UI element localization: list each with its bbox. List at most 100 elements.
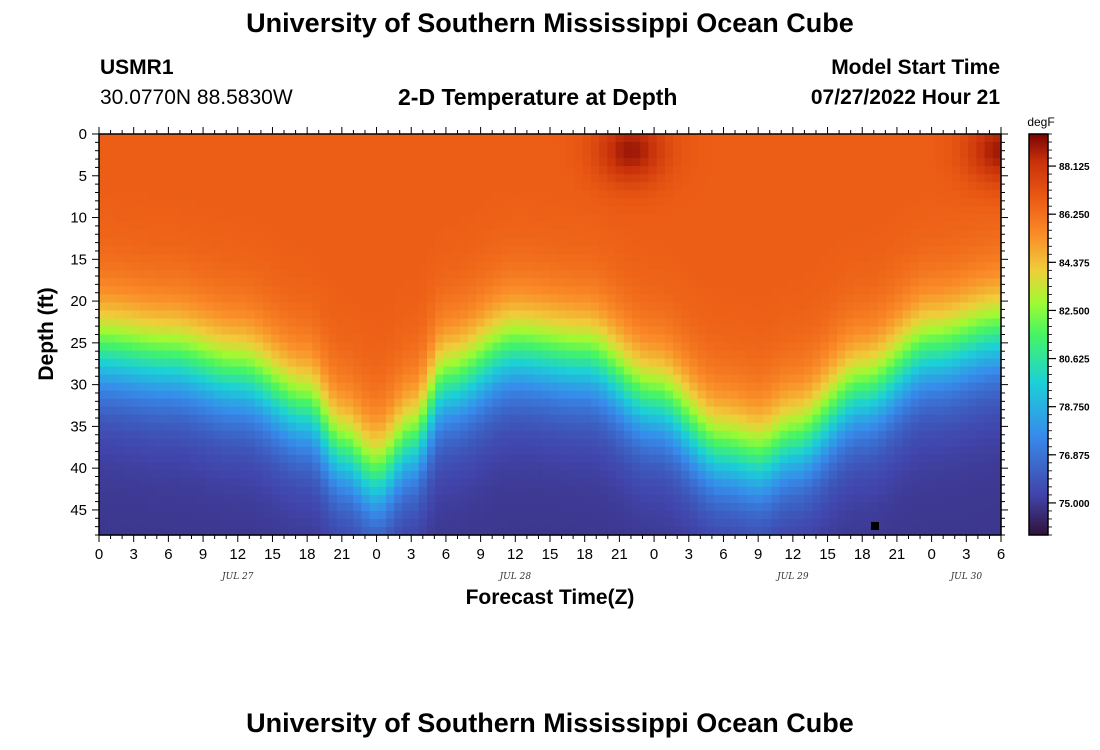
- heatmap-cell: [205, 270, 215, 279]
- heatmap-cell: [131, 302, 141, 312]
- heatmap-cell: [632, 342, 641, 352]
- heatmap-cell: [312, 446, 321, 456]
- heatmap-cell: [435, 478, 444, 488]
- heatmap-cell: [148, 182, 157, 191]
- heatmap-cell: [632, 510, 641, 520]
- heatmap-cell: [500, 398, 510, 408]
- heatmap-cell: [599, 182, 608, 191]
- heatmap-cell: [714, 374, 723, 384]
- heatmap-cell: [148, 414, 157, 424]
- heatmap-cell: [279, 510, 289, 520]
- heatmap-cell: [140, 398, 149, 408]
- heatmap-cell: [131, 486, 141, 496]
- heatmap-cell: [787, 262, 797, 271]
- heatmap-cell: [722, 462, 731, 472]
- heatmap-cell: [566, 206, 576, 215]
- heatmap-cell: [369, 278, 379, 287]
- heatmap-cell: [164, 302, 174, 312]
- heatmap-cell: [558, 134, 567, 143]
- heatmap-cell: [837, 486, 846, 496]
- heatmap-cell: [213, 318, 223, 328]
- heatmap-cell: [164, 182, 174, 191]
- heatmap-cell: [787, 510, 797, 520]
- heatmap-cell: [427, 358, 436, 368]
- heatmap-cell: [336, 318, 346, 328]
- heatmap-cell: [632, 286, 641, 295]
- heatmap-cell: [361, 166, 371, 175]
- heatmap-cell: [812, 294, 822, 304]
- heatmap-cell: [238, 182, 248, 191]
- heatmap-cell: [115, 366, 125, 376]
- heatmap-cell: [763, 398, 772, 408]
- heatmap-cell: [664, 238, 674, 247]
- heatmap-cell: [730, 302, 740, 312]
- heatmap-cell: [755, 270, 764, 279]
- heatmap-cell: [435, 414, 444, 424]
- heatmap-cell: [910, 214, 920, 223]
- heatmap-cell: [304, 526, 313, 536]
- heatmap-cell: [443, 454, 453, 464]
- heatmap-cell: [689, 318, 699, 328]
- heatmap-cell: [435, 390, 444, 400]
- heatmap-cell: [730, 486, 740, 496]
- heatmap-cell: [525, 334, 535, 344]
- heatmap-cell: [484, 334, 494, 344]
- heatmap-cell: [689, 206, 699, 215]
- heatmap-cell: [541, 230, 551, 239]
- heatmap-cell: [804, 350, 813, 360]
- heatmap-cell: [812, 262, 822, 271]
- heatmap-cell: [681, 302, 690, 312]
- heatmap-cell: [468, 358, 477, 368]
- heatmap-cell: [213, 142, 223, 151]
- heatmap-cell: [394, 518, 403, 528]
- heatmap-cell: [107, 446, 116, 456]
- heatmap-cell: [476, 454, 485, 464]
- heatmap-cell: [345, 230, 354, 239]
- heatmap-cell: [796, 438, 805, 448]
- heatmap-cell: [714, 230, 723, 239]
- heatmap-cell: [353, 318, 362, 328]
- heatmap-cell: [541, 294, 551, 304]
- heatmap-cell: [468, 494, 477, 504]
- heatmap-cell: [591, 462, 600, 472]
- heatmap-cell: [820, 206, 830, 215]
- heatmap-cell: [582, 462, 592, 472]
- heatmap-cell: [402, 382, 412, 392]
- heatmap-cell: [812, 246, 822, 255]
- heatmap-cell: [558, 350, 567, 360]
- heatmap-cell: [377, 366, 387, 376]
- heatmap-cell: [828, 510, 838, 520]
- heatmap-cell: [394, 158, 403, 167]
- heatmap-cell: [771, 198, 781, 207]
- heatmap-cell: [148, 246, 157, 255]
- heatmap-cell: [361, 222, 371, 231]
- heatmap-cell: [566, 526, 576, 536]
- heatmap-cell: [492, 206, 502, 215]
- heatmap-cell: [689, 382, 699, 392]
- heatmap-cell: [197, 406, 207, 416]
- heatmap-cell: [435, 358, 444, 368]
- heatmap-cell: [99, 278, 108, 287]
- heatmap-cell: [320, 134, 330, 143]
- heatmap-cell: [869, 478, 879, 488]
- heatmap-cell: [500, 294, 510, 304]
- heatmap-cell: [271, 414, 280, 424]
- heatmap-cell: [410, 438, 420, 448]
- heatmap-cell: [222, 158, 231, 167]
- heatmap-cell: [779, 214, 789, 223]
- heatmap-cell: [361, 438, 371, 448]
- heatmap-cell: [386, 422, 395, 432]
- heatmap-cell: [140, 438, 149, 448]
- heatmap-cell: [796, 502, 805, 512]
- heatmap-cell: [304, 190, 313, 199]
- heatmap-cell: [279, 414, 289, 424]
- heatmap-cell: [623, 526, 633, 536]
- heatmap-cell: [837, 134, 846, 143]
- heatmap-cell: [246, 390, 256, 400]
- heatmap-cell: [845, 310, 854, 320]
- heatmap-cell: [99, 318, 108, 328]
- heatmap-cell: [418, 294, 428, 304]
- heatmap-cell: [271, 342, 280, 352]
- heatmap-cell: [418, 374, 428, 384]
- heatmap-cell: [509, 510, 518, 520]
